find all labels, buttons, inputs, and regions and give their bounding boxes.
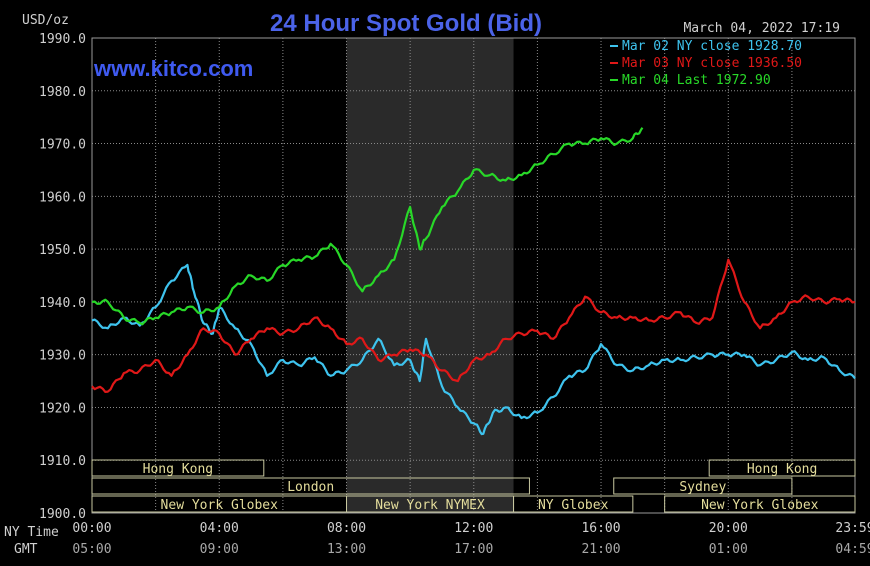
x-tick-label-ny: 16:00 <box>581 521 620 536</box>
unit-label: USD/oz <box>22 13 69 28</box>
session-label: NY Globex <box>538 498 609 513</box>
session-label: Hong Kong <box>747 462 817 477</box>
x-tick-label-gmt: 04:59 <box>835 542 870 557</box>
y-tick-label: 1930.0 <box>39 349 86 364</box>
y-tick-label: 1900.0 <box>39 507 86 522</box>
x-tick-label-gmt: 17:00 <box>454 542 493 557</box>
session-label: New York NYMEX <box>375 498 485 513</box>
session-label: London <box>287 480 334 495</box>
session-label: New York Globex <box>701 498 819 513</box>
legend-entry: Mar 04 Last 1972.90 <box>622 73 771 88</box>
y-tick-label: 1990.0 <box>39 32 86 47</box>
x-tick-label-ny: 00:00 <box>72 521 111 536</box>
x-tick-label-gmt: 21:00 <box>581 542 620 557</box>
series-line <box>91 258 856 393</box>
chart-title: 24 Hour Spot Gold (Bid) <box>270 10 542 37</box>
x-tick-label-ny: 08:00 <box>327 521 366 536</box>
x-tick-label-ny: 20:00 <box>709 521 748 536</box>
session-label: Hong Kong <box>143 462 213 477</box>
plot-border <box>91 37 856 514</box>
y-tick-label: 1920.0 <box>39 401 86 416</box>
legend-entry: Mar 02 NY close 1928.70 <box>622 39 802 54</box>
y-tick-label: 1940.0 <box>39 296 86 311</box>
nymex-session-band <box>346 38 514 513</box>
session-box <box>91 459 265 477</box>
y-tick-label: 1980.0 <box>39 85 86 100</box>
session-label: Sydney <box>679 480 726 495</box>
x-tick-label-ny: 04:00 <box>200 521 239 536</box>
y-tick-label: 1910.0 <box>39 454 86 469</box>
x-tick-label-gmt: 13:00 <box>327 542 366 557</box>
x-tick-label-gmt: 09:00 <box>200 542 239 557</box>
session-box <box>91 477 530 495</box>
y-tick-label: 1950.0 <box>39 243 86 258</box>
x-tick-label-ny: 23:59 <box>835 521 870 536</box>
session-box <box>513 495 634 513</box>
legend-entry: Mar 03 NY close 1936.50 <box>622 56 802 71</box>
x-tick-label-gmt: 05:00 <box>72 542 111 557</box>
x-axis-ny-label: NY Time <box>4 525 59 540</box>
timestamp: March 04, 2022 17:19 <box>683 21 840 36</box>
session-box <box>708 459 856 477</box>
y-tick-label: 1960.0 <box>39 190 86 205</box>
session-box <box>664 495 856 513</box>
series-line <box>91 127 644 326</box>
x-tick-label-gmt: 01:00 <box>709 542 748 557</box>
session-label: New York Globex <box>161 498 279 513</box>
x-tick-label-ny: 12:00 <box>454 521 493 536</box>
y-tick-label: 1970.0 <box>39 138 86 153</box>
watermark: www.kitco.com <box>93 56 253 81</box>
session-box <box>613 477 793 495</box>
x-axis-gmt-label: GMT <box>14 542 38 557</box>
